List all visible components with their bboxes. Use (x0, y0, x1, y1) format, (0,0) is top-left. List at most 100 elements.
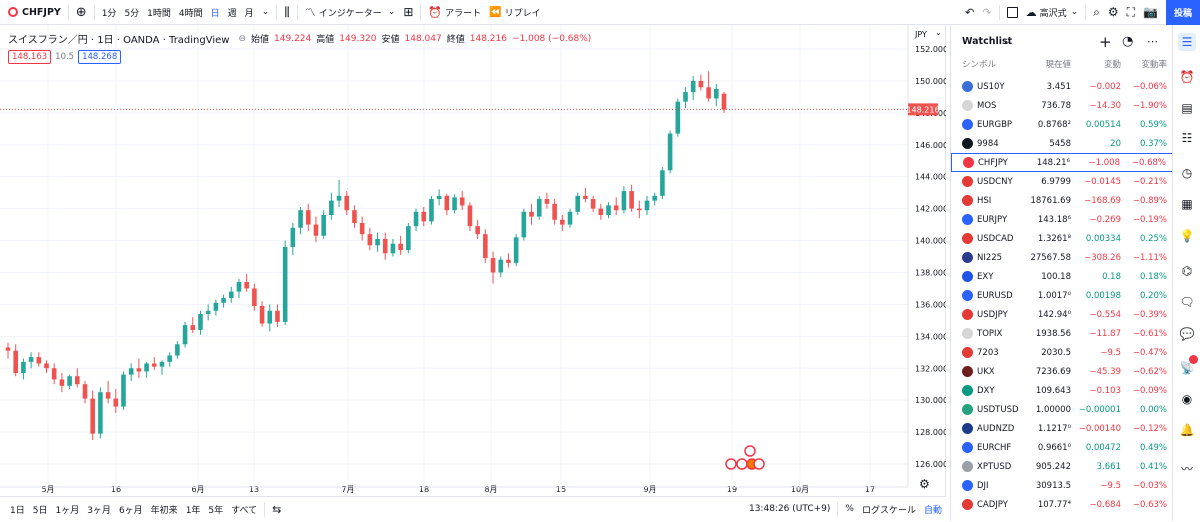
interval-1mo[interactable]: 月 (241, 0, 258, 25)
sell-button[interactable]: 148.163 (8, 50, 52, 64)
watchlist-row[interactable]: USDCAD 1.3261⁸ 0.00334 0.25% (951, 229, 1173, 248)
watchlist-row[interactable]: XPTUSD 905.242 3.661 0.41% (951, 457, 1173, 476)
watchlist-row[interactable]: HSI 18761.69 −168.69 −0.89% (951, 191, 1173, 210)
col-last[interactable]: 現在値 (1045, 60, 1071, 70)
watchlist-row[interactable]: US10Y 3.451 −0.002 −0.06% (951, 77, 1173, 96)
indicators-button[interactable]: 〽インジケーター ⌄ (301, 0, 400, 25)
watchlist-row[interactable]: EURUSD 1.0017⁰ 0.00198 0.20% (951, 286, 1173, 305)
watchlist-row[interactable]: EURJPY 143.18⁶ −0.269 −0.19% (951, 210, 1173, 229)
legend-toggle-icon[interactable]: ⊖ (238, 33, 247, 44)
watchlist-row[interactable]: USDTUSD 1.00000 −0.00001 0.00% (951, 400, 1173, 419)
data-window-icon[interactable]: ▤ (1181, 101, 1193, 115)
interval-5m[interactable]: 5分 (120, 0, 143, 25)
goto-date-button[interactable]: ⇆ (268, 497, 285, 522)
add-symbol-icon[interactable]: + (1099, 32, 1112, 51)
interval-4h[interactable]: 4時間 (175, 0, 207, 25)
snapshot-button[interactable]: 📷 (1139, 0, 1162, 25)
watchlist-row[interactable]: USDJPY 142.94⁰ −0.554 −0.39% (951, 305, 1173, 324)
watchlist-row[interactable]: MOS 736.78 −14.30 −1.90% (951, 96, 1173, 115)
chart-pane[interactable]: 152.000150.000148.000146.000144.000142.0… (0, 25, 946, 496)
interval-1m[interactable]: 1分 (98, 0, 121, 25)
symbol-search[interactable]: CHFJPY (0, 0, 65, 25)
redo-button[interactable]: ↷ (978, 0, 995, 25)
range-1d[interactable]: 1日 (10, 505, 25, 516)
chevron-down-icon[interactable]: ⌄ (1003, 36, 1011, 47)
fullscreen-button[interactable]: ⛶ (1123, 0, 1139, 25)
time-tick-label: 8月 (484, 485, 497, 494)
col-symbol[interactable]: シンボル (962, 60, 997, 70)
buy-button[interactable]: 148.268 (78, 50, 122, 64)
chart-type-button[interactable]: ⫼ (280, 0, 294, 25)
symbol-logo-icon (962, 233, 973, 244)
chart-settings-button[interactable]: ⚙ (919, 477, 930, 491)
interval-1d[interactable]: 日 (207, 0, 224, 25)
candle-body (637, 208, 642, 211)
watchlist-row[interactable]: 7203 2030.5 −9.5 −0.47% (951, 343, 1173, 362)
watchlist-icon[interactable]: ☰ (1178, 33, 1196, 51)
watchlist-row[interactable]: AUDNZD 1.1217⁰ −0.00140 −0.12% (951, 419, 1173, 438)
clock-timezone[interactable]: 13:48:26 (UTC+9) (748, 504, 831, 514)
more-icon[interactable]: ⋯ (1147, 35, 1158, 48)
watchlist-row[interactable]: EURGBP 0.8768² 0.00514 0.59% (951, 115, 1173, 134)
watchlist-row[interactable]: DXY 109.643 −0.103 −0.09% (951, 381, 1173, 400)
replay-button[interactable]: ⏪ リプレイ (485, 0, 544, 25)
news-icon[interactable]: ☷ (1181, 131, 1193, 145)
calendar-grid-icon[interactable]: ▦ (1181, 197, 1193, 211)
watchlist-row[interactable]: DJI 30913.5 −9.5 −0.03% (951, 476, 1173, 495)
layouts-button[interactable]: ⊞ (399, 0, 417, 25)
watchlist-row[interactable]: TOPIX 1938.56 −11.87 −0.61% (951, 324, 1173, 343)
range-1y[interactable]: 1年 (185, 505, 201, 516)
watchlist-row[interactable]: USDCNY 6.9799 −0.0145 −0.21% (951, 172, 1173, 191)
fullscreen-layout-button[interactable] (1003, 0, 1022, 25)
watchlist-title[interactable]: Watchlist (962, 36, 1013, 47)
range-1m[interactable]: 1ヶ月 (55, 505, 80, 516)
chat-bubble-icon[interactable]: 💬 (1179, 327, 1195, 341)
alert-button[interactable]: ⏰ アラート (424, 0, 485, 25)
watchlist-row[interactable]: UKX 7236.69 −45.39 −0.62% (951, 362, 1173, 381)
log-scale-toggle[interactable]: ログスケール (861, 505, 916, 516)
publish-button[interactable]: 投稿 (1165, 0, 1200, 25)
stream-icon[interactable]: ⌬ (1181, 264, 1193, 278)
autosave-button[interactable]: ☁ 高沢式 ⌄ (1022, 0, 1083, 25)
watchlist-row[interactable]: NI225 27567.58 −308.26 −1.11% (951, 248, 1173, 267)
range-6m[interactable]: 6ヶ月 (118, 505, 143, 516)
interval-1w[interactable]: 週 (224, 0, 241, 25)
candle-body (136, 368, 142, 372)
pie-chart-icon[interactable]: ◔ (1122, 34, 1134, 49)
col-change-pct[interactable]: 変動率 (1141, 60, 1167, 70)
interval-1h[interactable]: 1時間 (143, 0, 175, 25)
alerts-clock-icon[interactable]: ⏰ (1179, 70, 1195, 84)
price-axis-currency[interactable]: JPY (915, 30, 927, 39)
watchlist-row[interactable]: EURCHF 0.9661⁰ 0.00472 0.49% (951, 438, 1173, 457)
watchlist-row[interactable]: CADJPY 107.77⁴ −0.684 −0.63% (951, 495, 1173, 514)
percent-toggle[interactable]: % (845, 504, 854, 514)
col-change[interactable]: 変動 (1103, 60, 1121, 70)
watchlist-row[interactable]: EXY 100.18 0.18 0.18% (951, 267, 1173, 286)
range-5y[interactable]: 5年 (208, 505, 224, 516)
time-tick-label: 9月 (643, 485, 656, 494)
range-5d[interactable]: 5日 (32, 505, 48, 516)
interval-dropdown[interactable]: ⌄ (258, 0, 274, 25)
ideas-lightbulb-icon[interactable]: 💡 (1179, 229, 1195, 243)
undo-button[interactable]: ↶ (961, 0, 978, 25)
bell-icon[interactable]: 🔔 (1179, 423, 1195, 437)
range-ytd[interactable]: 年初来 (150, 505, 178, 516)
row-change-pct: −0.09% (1132, 385, 1167, 396)
broadcast-icon[interactable]: 📡 (1179, 361, 1195, 375)
compare-button[interactable]: ⊕ (72, 0, 91, 25)
auto-scale-toggle[interactable]: 自動 (923, 505, 942, 516)
range-all[interactable]: すべて (231, 505, 258, 516)
candle-body (105, 392, 111, 399)
signal-icon[interactable]: ◉ (1181, 392, 1193, 406)
watchlist-row[interactable]: 9984 5458 20 0.37% (951, 134, 1173, 153)
pulse-icon[interactable]: 〰 (1180, 461, 1193, 476)
calendar-icon[interactable]: ◷ (1181, 166, 1193, 180)
chat-icon[interactable]: 🗨 (1179, 295, 1195, 309)
watchlist-row[interactable]: CHFJPY 148.21⁶ −1.008 −0.68% (951, 153, 1173, 172)
settings-button[interactable]: ⚙ (1104, 0, 1123, 25)
search-button[interactable]: ⌕ (1089, 0, 1104, 25)
candle-body (344, 195, 350, 211)
range-3m[interactable]: 3ヶ月 (87, 505, 111, 516)
candle-body (236, 282, 242, 292)
price-chart[interactable]: 152.000150.000148.000146.000144.000142.0… (0, 25, 946, 496)
